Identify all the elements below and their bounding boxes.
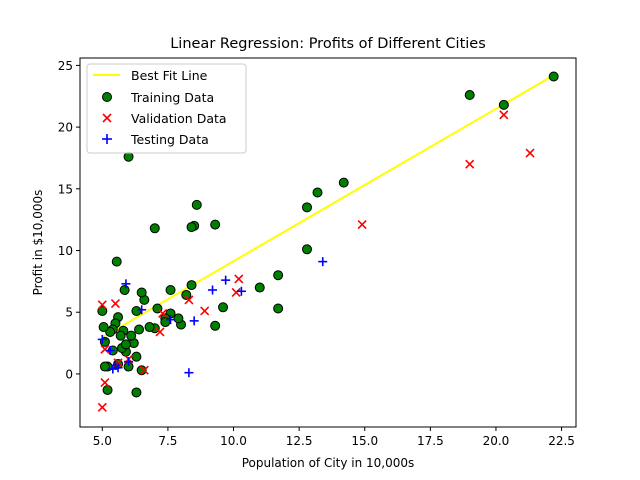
legend-circle-swatch xyxy=(102,92,112,102)
testing-point xyxy=(97,334,107,344)
validation-point xyxy=(139,365,149,375)
axes-frame xyxy=(79,57,577,428)
training-point xyxy=(273,270,284,281)
training-point xyxy=(273,303,284,314)
training-point xyxy=(131,387,142,398)
training-point xyxy=(134,324,145,335)
training-point xyxy=(120,339,131,350)
training-point xyxy=(464,90,475,101)
training-point xyxy=(131,305,142,316)
plot-area xyxy=(97,71,559,412)
x-axis-label: Population of City in 10,000s xyxy=(242,456,415,470)
legend-box xyxy=(86,63,247,154)
validation-point xyxy=(158,308,168,319)
training-point xyxy=(119,285,130,296)
testing-point xyxy=(105,345,115,355)
validation-point xyxy=(110,299,120,309)
training-point xyxy=(548,71,559,82)
validation-point xyxy=(525,148,535,158)
training-point xyxy=(254,282,265,293)
y-tick-label: 20 xyxy=(58,121,73,135)
training-point xyxy=(149,223,160,234)
y-tick-label: 0 xyxy=(65,367,73,381)
legend-label-training: Training Data xyxy=(130,90,214,105)
training-point xyxy=(123,151,134,162)
testing-point xyxy=(184,368,194,378)
validation-point xyxy=(465,159,475,169)
training-point xyxy=(338,177,349,188)
testing-point xyxy=(221,275,231,285)
training-point xyxy=(99,361,110,372)
training-point xyxy=(181,289,192,300)
training-point xyxy=(115,330,126,341)
training-point xyxy=(191,199,202,210)
validation-point xyxy=(184,295,194,305)
training-point xyxy=(302,202,313,213)
training-point xyxy=(210,219,221,230)
training-point xyxy=(111,256,122,267)
best-fit-line xyxy=(102,74,555,338)
training-point xyxy=(312,187,323,198)
testing-point xyxy=(121,279,131,289)
training-point xyxy=(105,326,116,337)
training-point xyxy=(98,322,109,333)
testing-point xyxy=(166,315,176,325)
testing-point xyxy=(208,285,218,295)
x-tick-label: 15.0 xyxy=(351,434,378,448)
validation-point xyxy=(155,327,165,337)
validation-point xyxy=(357,220,367,230)
legend-plus-swatch xyxy=(102,134,112,144)
y-tick-label: 5 xyxy=(65,306,73,320)
training-point xyxy=(102,384,113,395)
validation-point xyxy=(100,378,110,388)
training-point xyxy=(126,330,137,341)
x-tick-label: 22.5 xyxy=(548,434,575,448)
training-point xyxy=(186,280,197,291)
training-point xyxy=(186,222,197,233)
y-tick-label: 10 xyxy=(58,244,73,258)
testing-point xyxy=(318,257,328,267)
training-point xyxy=(218,302,229,313)
legend: Best Fit Line Training Data Validation D… xyxy=(86,63,247,154)
training-point xyxy=(173,313,184,324)
y-tick-label: 25 xyxy=(58,59,73,73)
x-tick-label: 7.5 xyxy=(158,434,177,448)
training-point xyxy=(302,244,313,255)
y-tick-label: 15 xyxy=(58,182,73,196)
x-tick-label: 20.0 xyxy=(483,434,510,448)
training-point xyxy=(136,365,147,376)
validation-point xyxy=(100,344,110,354)
testing-point xyxy=(113,363,123,373)
validation-point xyxy=(499,110,509,120)
training-point xyxy=(210,320,221,331)
testing-point xyxy=(189,316,199,326)
legend-label-validation: Validation Data xyxy=(131,111,227,126)
testing-point xyxy=(137,305,147,315)
testing-point xyxy=(124,357,134,367)
legend-x-swatch xyxy=(102,113,112,123)
x-tick-label: 5.0 xyxy=(93,434,112,448)
x-tick-label: 17.5 xyxy=(417,434,444,448)
validation-point xyxy=(234,274,244,284)
testing-point xyxy=(236,286,246,296)
x-tick-label: 10.0 xyxy=(220,434,247,448)
training-point xyxy=(144,322,155,333)
training-point xyxy=(131,351,142,362)
validation-point xyxy=(200,306,210,316)
training-point xyxy=(136,287,147,298)
legend-label-best-fit: Best Fit Line xyxy=(131,68,208,83)
training-point xyxy=(165,285,176,296)
testing-point xyxy=(108,364,118,374)
chart-title: Linear Regression: Profits of Different … xyxy=(170,36,486,52)
training-point xyxy=(97,305,108,316)
validation-point xyxy=(97,402,107,412)
legend-label-testing: Testing Data xyxy=(130,132,209,147)
x-tick-label: 12.5 xyxy=(286,434,313,448)
validation-point xyxy=(97,300,107,310)
training-point xyxy=(498,99,509,110)
axis-ticks: 5.0 7.5 10.0 12.5 15.0 17.5 20.0 22.5 0 5 10 15 20 25 xyxy=(58,59,575,448)
validation-point xyxy=(231,287,241,298)
y-axis-label: Profit in $10,000s xyxy=(31,190,45,296)
